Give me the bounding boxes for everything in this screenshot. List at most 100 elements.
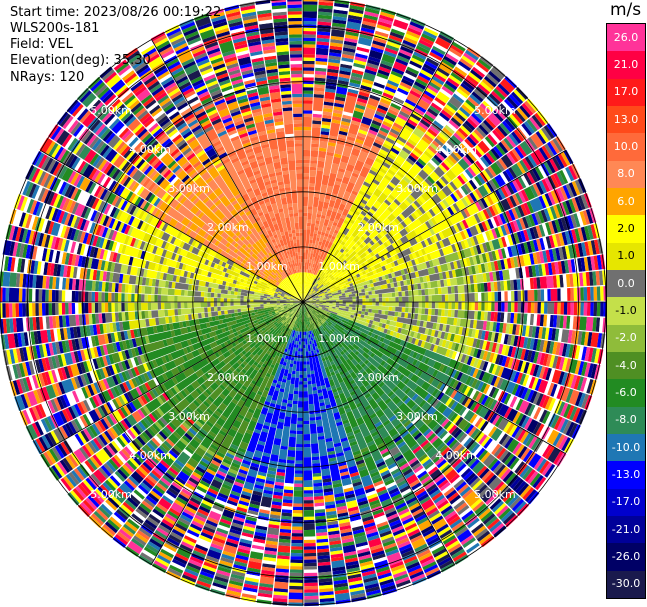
velocity-gate <box>390 368 397 375</box>
velocity-gate <box>363 236 372 245</box>
velocity-gate <box>567 288 571 301</box>
velocity-gate <box>360 27 375 34</box>
velocity-gate <box>395 438 404 446</box>
velocity-gate <box>378 151 387 159</box>
velocity-gate <box>336 357 343 365</box>
velocity-gate <box>439 481 451 492</box>
velocity-gate <box>293 486 303 491</box>
velocity-gate <box>513 313 518 324</box>
velocity-gate <box>347 154 359 166</box>
velocity-gate <box>433 212 446 224</box>
velocity-gate <box>555 247 561 261</box>
velocity-gate <box>372 354 384 365</box>
velocity-gate <box>535 225 543 238</box>
velocity-gate <box>519 430 530 444</box>
velocity-gate <box>359 506 371 513</box>
velocity-gate <box>346 240 356 251</box>
velocity-gate <box>351 245 357 251</box>
velocity-gate <box>538 224 546 237</box>
velocity-gate <box>424 504 437 514</box>
velocity-gate <box>523 173 533 186</box>
velocity-gate <box>443 332 449 340</box>
velocity-gate <box>503 393 512 405</box>
velocity-gate <box>353 315 367 323</box>
velocity-gate <box>441 286 449 295</box>
velocity-gate <box>321 385 327 390</box>
velocity-gate <box>340 241 346 246</box>
velocity-gate <box>412 445 422 454</box>
velocity-gate <box>546 429 560 445</box>
velocity-gate <box>357 244 370 256</box>
velocity-gate <box>505 472 517 485</box>
velocity-gate <box>303 67 315 71</box>
velocity-gate <box>515 219 523 231</box>
velocity-gate <box>422 561 437 571</box>
velocity-gate <box>290 423 297 431</box>
velocity-gate <box>335 266 340 271</box>
velocity-gate <box>409 60 423 69</box>
velocity-gate <box>396 425 405 433</box>
velocity-gate <box>400 514 413 522</box>
velocity-gate <box>421 498 435 511</box>
velocity-gate <box>415 174 424 183</box>
velocity-gate <box>354 253 360 259</box>
velocity-gate <box>413 51 427 60</box>
velocity-gate <box>544 289 548 301</box>
velocity-gate <box>409 266 415 273</box>
velocity-gate <box>413 210 421 218</box>
velocity-gate <box>458 433 468 443</box>
velocity-gate <box>550 190 559 204</box>
velocity-gate <box>384 310 389 316</box>
velocity-gate <box>463 345 469 355</box>
velocity-gate <box>310 290 316 296</box>
velocity-gate <box>326 145 336 154</box>
velocity-gate <box>478 370 486 381</box>
velocity-gate <box>393 499 405 507</box>
velocity-gate <box>361 308 366 312</box>
velocity-gate <box>343 235 355 248</box>
velocity-gate <box>572 273 581 287</box>
velocity-gate <box>328 58 341 64</box>
velocity-gate <box>324 269 328 274</box>
velocity-gate <box>521 325 527 337</box>
velocity-gate <box>347 376 354 382</box>
velocity-gate <box>424 328 430 335</box>
velocity-gate <box>311 243 316 247</box>
velocity-gate <box>495 354 501 365</box>
velocity-gate <box>385 510 398 518</box>
velocity-gate <box>304 543 316 547</box>
velocity-gate <box>491 523 505 535</box>
velocity-gate <box>535 365 543 378</box>
velocity-gate <box>478 124 489 136</box>
velocity-gate <box>355 371 366 382</box>
velocity-gate <box>483 119 494 131</box>
velocity-gate <box>308 290 311 294</box>
velocity-gate <box>388 194 396 201</box>
velocity-gate <box>508 209 516 221</box>
velocity-gate <box>463 437 473 448</box>
velocity-gate <box>461 302 465 310</box>
velocity-gate <box>368 363 377 372</box>
velocity-gate <box>384 478 395 486</box>
velocity-gate <box>380 235 389 244</box>
velocity-gate <box>345 181 355 194</box>
velocity-gate <box>566 274 571 288</box>
velocity-gate <box>418 169 429 180</box>
velocity-gate <box>472 368 479 378</box>
velocity-gate <box>510 476 522 490</box>
velocity-gate <box>489 412 498 424</box>
velocity-gate <box>329 238 335 243</box>
velocity-gate <box>535 251 542 264</box>
velocity-gate <box>448 350 454 359</box>
velocity-gate <box>400 285 409 292</box>
velocity-gate <box>372 553 386 561</box>
velocity-gate <box>358 468 370 478</box>
velocity-gate <box>317 278 328 289</box>
velocity-gate <box>303 206 308 213</box>
velocity-gate <box>539 366 546 379</box>
velocity-gate <box>489 321 494 332</box>
velocity-gate <box>475 244 482 255</box>
velocity-gate <box>582 272 587 287</box>
velocity-gate <box>591 348 597 363</box>
velocity-gate <box>357 465 367 472</box>
